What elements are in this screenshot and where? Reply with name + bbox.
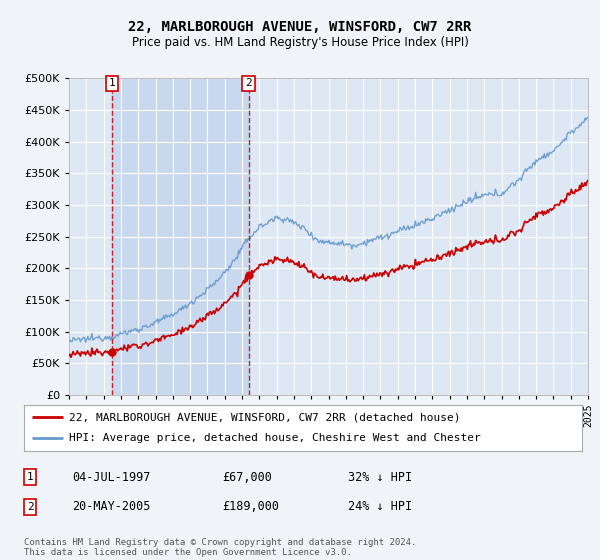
- Text: HPI: Average price, detached house, Cheshire West and Chester: HPI: Average price, detached house, Ches…: [68, 433, 481, 444]
- Text: 2: 2: [26, 502, 34, 512]
- Text: 22, MARLBOROUGH AVENUE, WINSFORD, CW7 2RR: 22, MARLBOROUGH AVENUE, WINSFORD, CW7 2R…: [128, 20, 472, 34]
- Text: 32% ↓ HPI: 32% ↓ HPI: [348, 470, 412, 484]
- Text: £67,000: £67,000: [222, 470, 272, 484]
- Text: 1: 1: [109, 78, 116, 88]
- Text: 1: 1: [26, 472, 34, 482]
- Text: Contains HM Land Registry data © Crown copyright and database right 2024.
This d: Contains HM Land Registry data © Crown c…: [24, 538, 416, 557]
- Text: 04-JUL-1997: 04-JUL-1997: [72, 470, 151, 484]
- Text: 24% ↓ HPI: 24% ↓ HPI: [348, 500, 412, 514]
- Text: 20-MAY-2005: 20-MAY-2005: [72, 500, 151, 514]
- Text: £189,000: £189,000: [222, 500, 279, 514]
- Text: 22, MARLBOROUGH AVENUE, WINSFORD, CW7 2RR (detached house): 22, MARLBOROUGH AVENUE, WINSFORD, CW7 2R…: [68, 412, 460, 422]
- Bar: [112, 78, 248, 395]
- Text: 2: 2: [245, 78, 252, 88]
- Text: Price paid vs. HM Land Registry's House Price Index (HPI): Price paid vs. HM Land Registry's House …: [131, 36, 469, 49]
